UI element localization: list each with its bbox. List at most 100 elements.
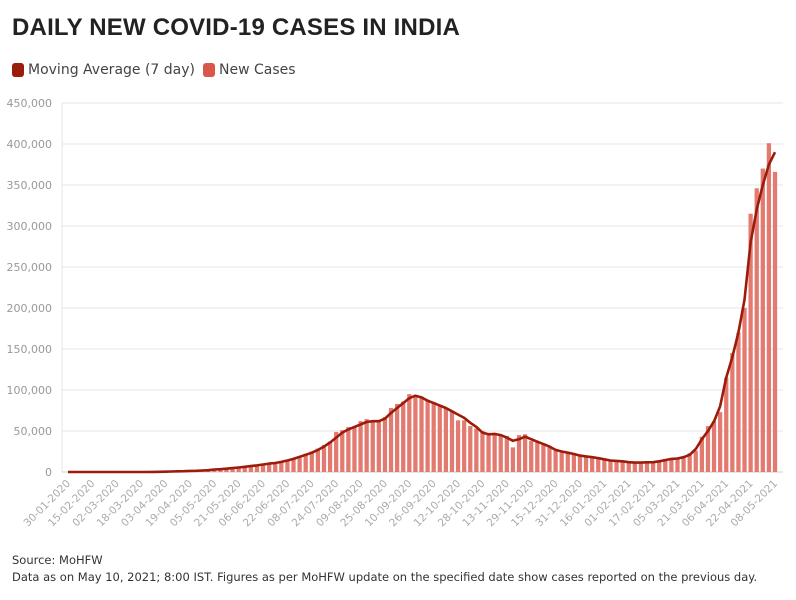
y-tick-label: 350,000 [7,179,53,192]
bar-new-cases [492,433,497,472]
bar-new-cases [285,459,290,472]
bar-new-cases [553,450,558,472]
bar-new-cases [236,467,241,472]
bar-new-cases [315,448,321,472]
bar-new-cases [303,453,308,472]
bar-new-cases [248,465,253,472]
bar-new-cases [394,403,400,472]
bar-new-cases [663,458,668,472]
bar-new-cases [455,420,461,472]
bar-new-cases [498,435,503,472]
bar-new-cases [742,308,747,472]
legend-label: Moving Average (7 day) [28,62,196,78]
bar-new-cases [687,453,692,472]
data-note: Data as on May 10, 2021; 8:00 IST. Figur… [12,570,758,584]
legend-swatch-moving-average [12,63,24,77]
bar-new-cases [522,434,528,472]
bar-new-cases [260,463,266,472]
bar-new-cases [334,431,339,472]
bar-new-cases [620,461,625,472]
bar-new-cases [462,420,467,472]
bar-new-cases [504,435,509,472]
bar-new-cases [699,436,704,472]
bar-new-cases [681,457,686,472]
bar-new-cases [266,462,272,472]
bar-new-cases [401,401,406,472]
bar-new-cases [766,143,772,472]
bar-new-cases [431,402,436,472]
bar-new-cases [474,428,479,472]
y-tick-label: 400,000 [7,138,53,151]
legend-swatch-new-cases [203,63,216,77]
source-note: Source: MoHFW [12,553,103,567]
bar-new-cases [407,394,412,472]
bar-new-cases [516,435,522,472]
bar-new-cases [230,467,235,472]
bar-new-cases [541,443,546,472]
bar-new-cases [669,458,674,472]
bar-new-cases [705,426,711,472]
bar-new-cases [419,396,424,472]
y-tick-label: 50,000 [14,425,53,438]
y-tick-label: 450,000 [7,97,53,110]
bar-new-cases [279,461,284,472]
bar-new-cases [571,453,577,472]
bar-new-cases [510,447,516,472]
bar-new-cases [468,426,473,472]
bar-new-cases [583,457,589,472]
bar-new-cases [632,462,637,472]
bar-new-cases [321,444,327,472]
bar-new-cases [559,451,564,472]
bar-new-cases [364,419,369,472]
footer: Source: MoHFW Data as on May 10, 2021; 8… [12,552,757,586]
legend: Moving Average (7 day) New Cases [12,62,296,78]
bar-new-cases [626,462,631,472]
bar-new-cases [596,458,601,472]
bar-new-cases [529,440,534,472]
bar-new-cases [291,458,296,472]
legend-item-new-cases[interactable]: New Cases [203,62,296,78]
bar-new-cases [577,455,583,472]
legend-label: New Cases [219,62,296,78]
y-tick-label: 250,000 [7,261,53,274]
bar-new-cases [480,431,485,472]
bar-new-cases [413,394,418,472]
bar-new-cases [449,411,455,472]
bar-new-cases [565,453,570,472]
bar-new-cases [718,412,723,472]
bar-new-cases [693,450,698,472]
bar-new-cases [254,465,260,472]
bar-new-cases [352,426,357,472]
bar-new-cases [614,461,619,472]
y-tick-label: 200,000 [7,302,53,315]
bar-new-cases [754,188,759,472]
bar-new-cases [327,441,333,472]
bar-new-cases [602,459,607,472]
bar-new-cases [346,427,351,472]
bar-new-cases [388,408,394,472]
bar-new-cases [370,420,375,472]
bar-new-cases [376,421,381,472]
bar-new-cases [382,417,388,472]
line-moving-average [68,151,777,474]
y-tick-label: 150,000 [7,343,53,356]
bar-new-cases [273,462,278,472]
bar-new-cases [590,457,595,472]
bar-new-cases [242,466,247,472]
bar-new-cases [535,442,540,472]
bar-new-cases [650,462,656,472]
bar-new-cases [486,434,491,472]
bar-new-cases [437,406,442,472]
bar-new-cases [736,332,741,472]
bar-new-cases [772,171,778,472]
bar-new-cases [309,451,314,472]
bar-new-cases [724,377,729,472]
bar-new-cases [224,468,229,472]
bar-new-cases [425,399,430,472]
bar-new-cases [711,421,717,472]
y-tick-label: 100,000 [7,384,53,397]
legend-item-moving-average[interactable]: Moving Average (7 day) [12,62,195,78]
bar-new-cases [644,462,650,472]
